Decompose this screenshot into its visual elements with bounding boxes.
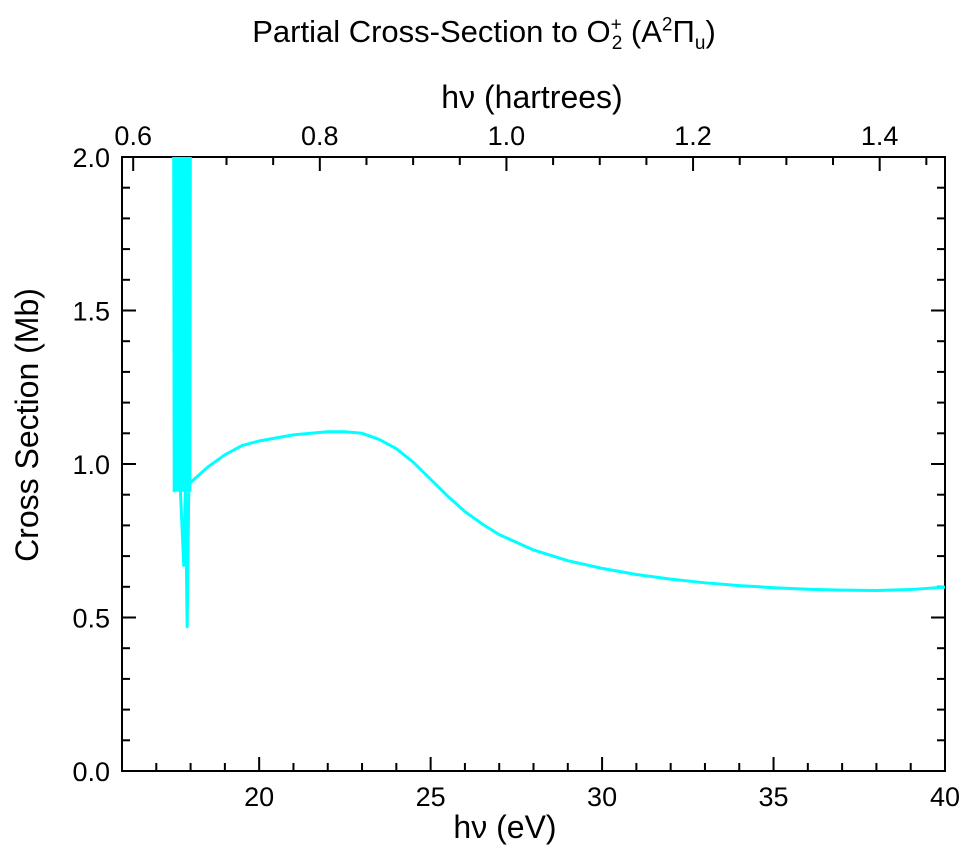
x2-tick-label: 1.0 [488,121,526,151]
title-superscript-plus: + [610,14,622,36]
y-tick-label: 0.5 [72,604,110,634]
x-tick-label: 20 [244,782,274,812]
x2-tick-label: 1.4 [861,121,899,151]
y-tick-label: 1.5 [72,297,110,327]
resonance-oscillation [172,156,192,492]
y-tick-label: 2.0 [72,143,110,173]
x2-tick-label: 0.6 [114,121,152,151]
x-axis-label: hν (eV) [453,809,556,845]
series-line [172,430,946,629]
x-tick-label: 25 [416,782,446,812]
x-tick-label: 30 [587,782,617,812]
plot-frame [121,156,946,772]
y-tick-label: 1.0 [72,450,110,480]
top-axis-label: hν (hartrees) [441,79,622,115]
chart-title: Partial Cross-Section to O+2 (A2Πu) [252,14,716,55]
y-tick-label: 0.0 [72,757,110,787]
x-tick-label: 40 [930,782,960,812]
x2-tick-label: 1.2 [674,121,712,151]
y-axis-label: Cross Section (Mb) [9,288,45,562]
resonance-band [172,156,192,492]
title-subscript-u: u [694,33,706,55]
x-tick-label: 35 [759,782,789,812]
title-superscript-2: 2 [661,14,673,36]
title-subscript-2: 2 [611,33,623,55]
x2-tick-label: 0.8 [301,121,339,151]
